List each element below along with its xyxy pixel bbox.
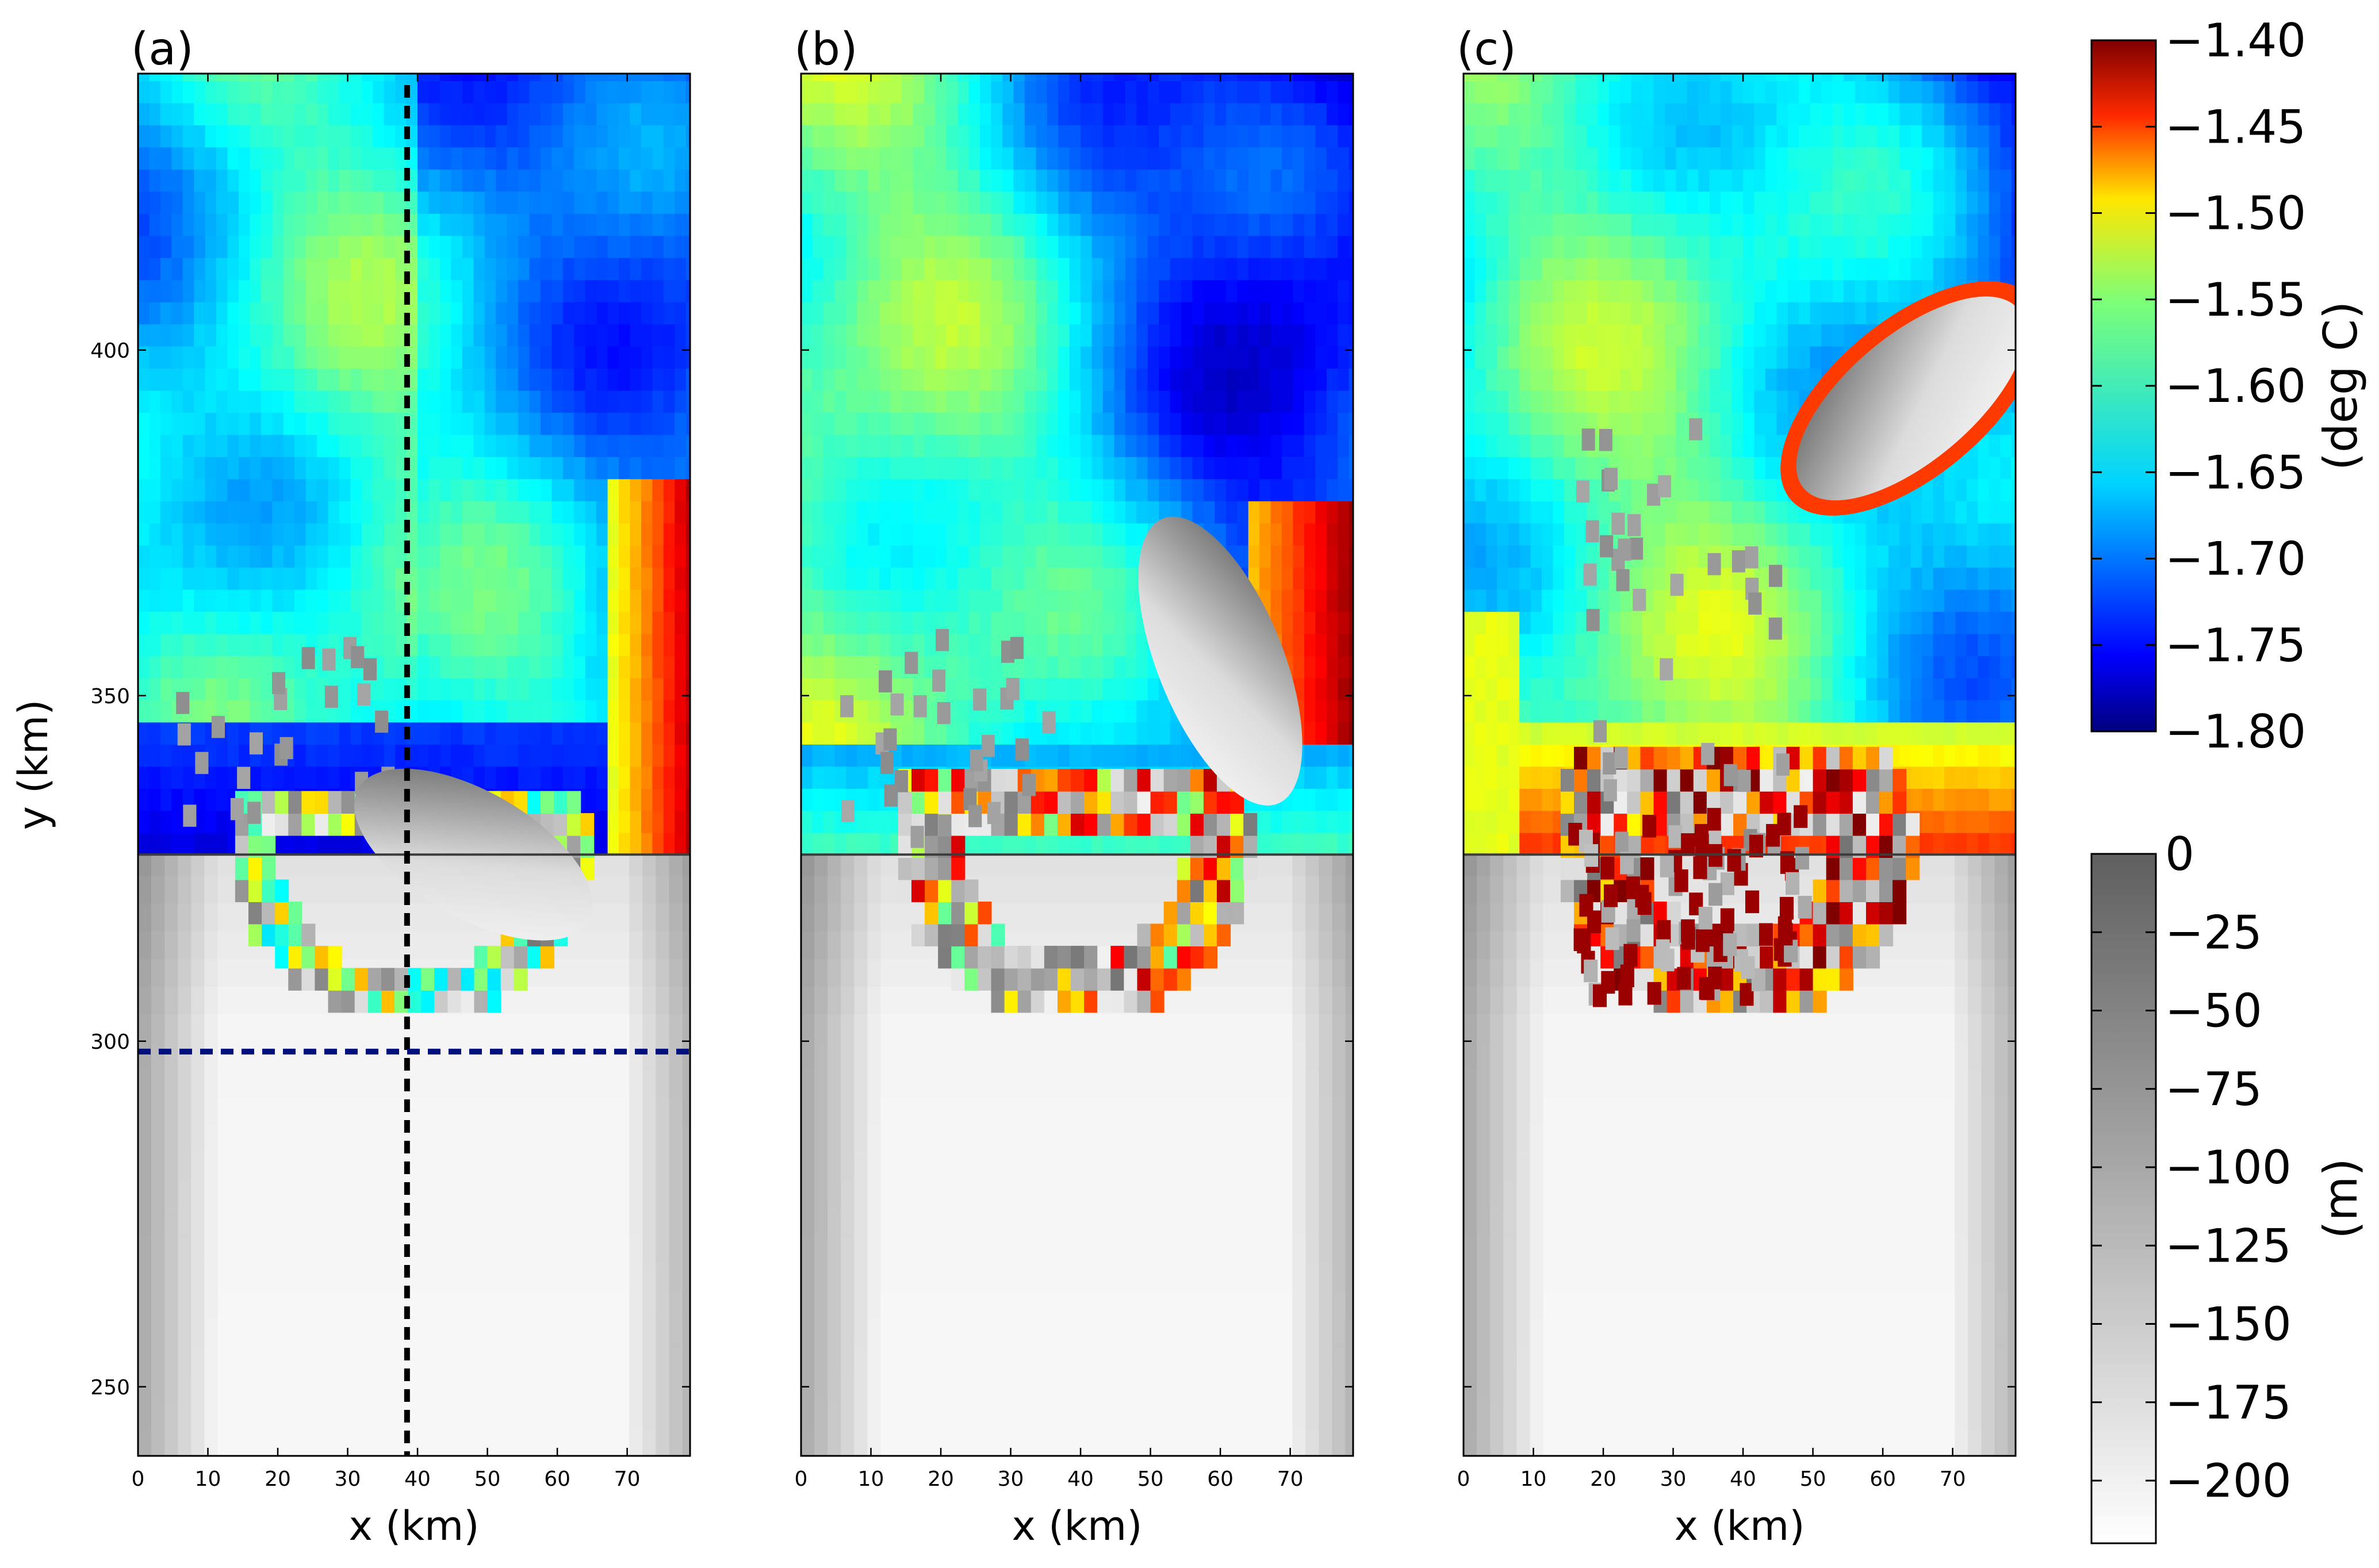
grounding-zone-cells <box>1560 418 1920 1013</box>
depth-colorbar: 0 −25 −50 −75 −100 −125 −150 −175 −200 (m) <box>2090 827 2367 1544</box>
colorbar-tick-label: −1.45 <box>2165 100 2306 154</box>
colorbar-tick-label: −1.70 <box>2165 532 2306 586</box>
x-tick-label: 0 <box>132 1467 145 1491</box>
x-tick-label: 10 <box>858 1467 884 1491</box>
colorbar-tick-label: −1.50 <box>2165 187 2306 240</box>
colorbar-tick-label: −1.65 <box>2165 446 2306 499</box>
x-axis-label: x (km) <box>348 1502 479 1550</box>
temperature-colorbar: −1.40 −1.45 −1.50 −1.55 −1.60 −1.65 −1.70 −1.75… <box>2090 14 2367 758</box>
colorbar-label: (deg C) <box>2314 301 2367 471</box>
x-tick-label: 10 <box>1520 1467 1547 1491</box>
plot-frame <box>800 72 1354 1457</box>
panel-b: 0 10 20 30 40 50 60 70 x (km) (b) <box>794 24 1354 1550</box>
y-tick-label: 350 <box>90 685 130 708</box>
panel-a: 0 10 20 30 40 50 60 70 250 300 350 400 x (km) y (km) (… <box>10 24 691 1550</box>
x-tick-label: 0 <box>795 1467 808 1491</box>
x-axis-label: x (km) <box>1012 1502 1142 1550</box>
iceberg <box>1138 516 1302 806</box>
colorbar-tick-label: −1.80 <box>2165 705 2306 758</box>
x-tick-label: 60 <box>1870 1467 1896 1491</box>
x-tick-label: 40 <box>404 1467 431 1491</box>
colorbar-tick-label: −125 <box>2165 1219 2292 1272</box>
x-tick-label: 20 <box>1590 1467 1616 1491</box>
x-tick-label: 30 <box>335 1467 361 1491</box>
panel-label: (b) <box>794 24 857 75</box>
x-tick-label: 30 <box>1660 1467 1687 1491</box>
x-tick-label: 70 <box>1940 1467 1966 1491</box>
panel-c: 0 10 20 30 40 50 60 70 x (km) (c) <box>1457 24 2017 1550</box>
x-tick-label: 20 <box>928 1467 954 1491</box>
x-tick-label: 50 <box>1800 1467 1826 1491</box>
x-tick-label: 50 <box>474 1467 501 1491</box>
colorbar-tick-label: −1.75 <box>2165 619 2306 672</box>
colorbar-tick-label: 0 <box>2165 827 2194 881</box>
y-axis-label: y (km) <box>10 699 57 830</box>
colorbar-tick-label: −100 <box>2165 1141 2292 1194</box>
colorbar-tick-label: −175 <box>2165 1376 2292 1429</box>
y-tick-label: 300 <box>90 1030 130 1054</box>
x-tick-label: 70 <box>1277 1467 1304 1491</box>
colorbar-tick-label: −50 <box>2165 984 2262 1038</box>
colorbar-label: (m) <box>2314 1158 2367 1239</box>
y-tick-label: 250 <box>90 1376 130 1400</box>
ice-shelf-depth-field <box>801 848 1353 1456</box>
x-tick-label: 60 <box>544 1467 570 1491</box>
x-tick-label: 50 <box>1137 1467 1164 1491</box>
panel-label: (a) <box>131 24 194 75</box>
x-tick-label: 30 <box>998 1467 1024 1491</box>
panel-label: (c) <box>1457 24 1516 75</box>
ice-shelf-depth-field <box>138 848 690 1456</box>
colorbar-tick-label: −1.55 <box>2165 273 2306 327</box>
x-tick-label: 0 <box>1457 1467 1470 1491</box>
colorbar-tick-label: −200 <box>2165 1454 2292 1508</box>
y-tick-label: 400 <box>90 339 130 363</box>
colorbar-tick-label: −25 <box>2165 906 2262 959</box>
x-tick-label: 40 <box>1730 1467 1756 1491</box>
x-tick-label: 20 <box>265 1467 291 1491</box>
x-tick-label: 10 <box>195 1467 221 1491</box>
x-axis-label: x (km) <box>1674 1502 1805 1550</box>
x-tick-label: 60 <box>1207 1467 1233 1491</box>
colorbar-tick-label: −75 <box>2165 1063 2262 1116</box>
colorbar-tick-label: −150 <box>2165 1298 2292 1351</box>
iceberg <box>1780 281 2016 516</box>
plot-frame <box>1462 72 2017 1457</box>
plot-frame <box>137 72 691 1457</box>
x-tick-label: 70 <box>614 1467 641 1491</box>
colorbars-group: −1.40 −1.45 −1.50 −1.55 −1.60 −1.65 −1.70 −1.75… <box>2090 14 2367 1544</box>
colorbar-tick-label: −1.40 <box>2165 14 2306 67</box>
x-tick-label: 40 <box>1067 1467 1094 1491</box>
colorbar-tick-label: −1.60 <box>2165 359 2306 413</box>
